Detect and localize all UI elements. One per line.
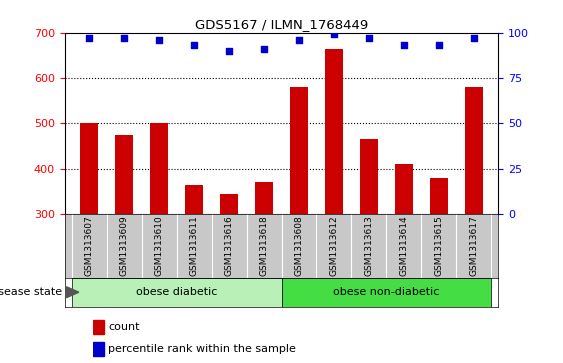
Point <box>260 46 269 52</box>
Point <box>364 35 373 41</box>
Point <box>434 42 443 48</box>
Text: GSM1313614: GSM1313614 <box>399 216 408 276</box>
Text: GSM1313613: GSM1313613 <box>364 216 373 276</box>
Text: GSM1313617: GSM1313617 <box>470 216 479 276</box>
Text: obese diabetic: obese diabetic <box>136 287 217 297</box>
Point <box>84 35 93 41</box>
Bar <box>185 185 203 214</box>
Point <box>155 37 164 43</box>
Bar <box>465 87 482 214</box>
Bar <box>291 87 308 214</box>
Bar <box>255 183 272 214</box>
Point <box>470 35 479 41</box>
Bar <box>72 278 282 307</box>
Bar <box>325 49 343 214</box>
Point <box>294 37 303 43</box>
Bar <box>395 164 413 214</box>
Text: GSM1313609: GSM1313609 <box>120 216 129 276</box>
Bar <box>115 135 133 214</box>
Text: GSM1313607: GSM1313607 <box>84 216 93 276</box>
Text: disease state: disease state <box>0 287 62 297</box>
Bar <box>282 278 491 307</box>
Title: GDS5167 / ILMN_1768449: GDS5167 / ILMN_1768449 <box>195 19 368 32</box>
Point <box>120 35 129 41</box>
Point <box>225 48 234 54</box>
Point <box>329 32 338 37</box>
Bar <box>360 139 378 214</box>
Text: GSM1313610: GSM1313610 <box>155 216 164 276</box>
Point <box>190 42 199 48</box>
Bar <box>93 320 104 334</box>
Text: GSM1313608: GSM1313608 <box>294 216 303 276</box>
Text: GSM1313618: GSM1313618 <box>260 216 269 276</box>
Bar <box>220 194 238 214</box>
Text: GSM1313612: GSM1313612 <box>329 216 338 276</box>
Text: GSM1313611: GSM1313611 <box>190 216 199 276</box>
Text: obese non-diabetic: obese non-diabetic <box>333 287 440 297</box>
Text: percentile rank within the sample: percentile rank within the sample <box>108 344 296 354</box>
Point <box>399 42 408 48</box>
Text: count: count <box>108 322 140 332</box>
Text: GSM1313615: GSM1313615 <box>434 216 443 276</box>
Bar <box>81 123 98 214</box>
Bar <box>150 123 168 214</box>
Text: GSM1313616: GSM1313616 <box>225 216 234 276</box>
Bar <box>430 178 448 214</box>
Bar <box>93 342 104 356</box>
